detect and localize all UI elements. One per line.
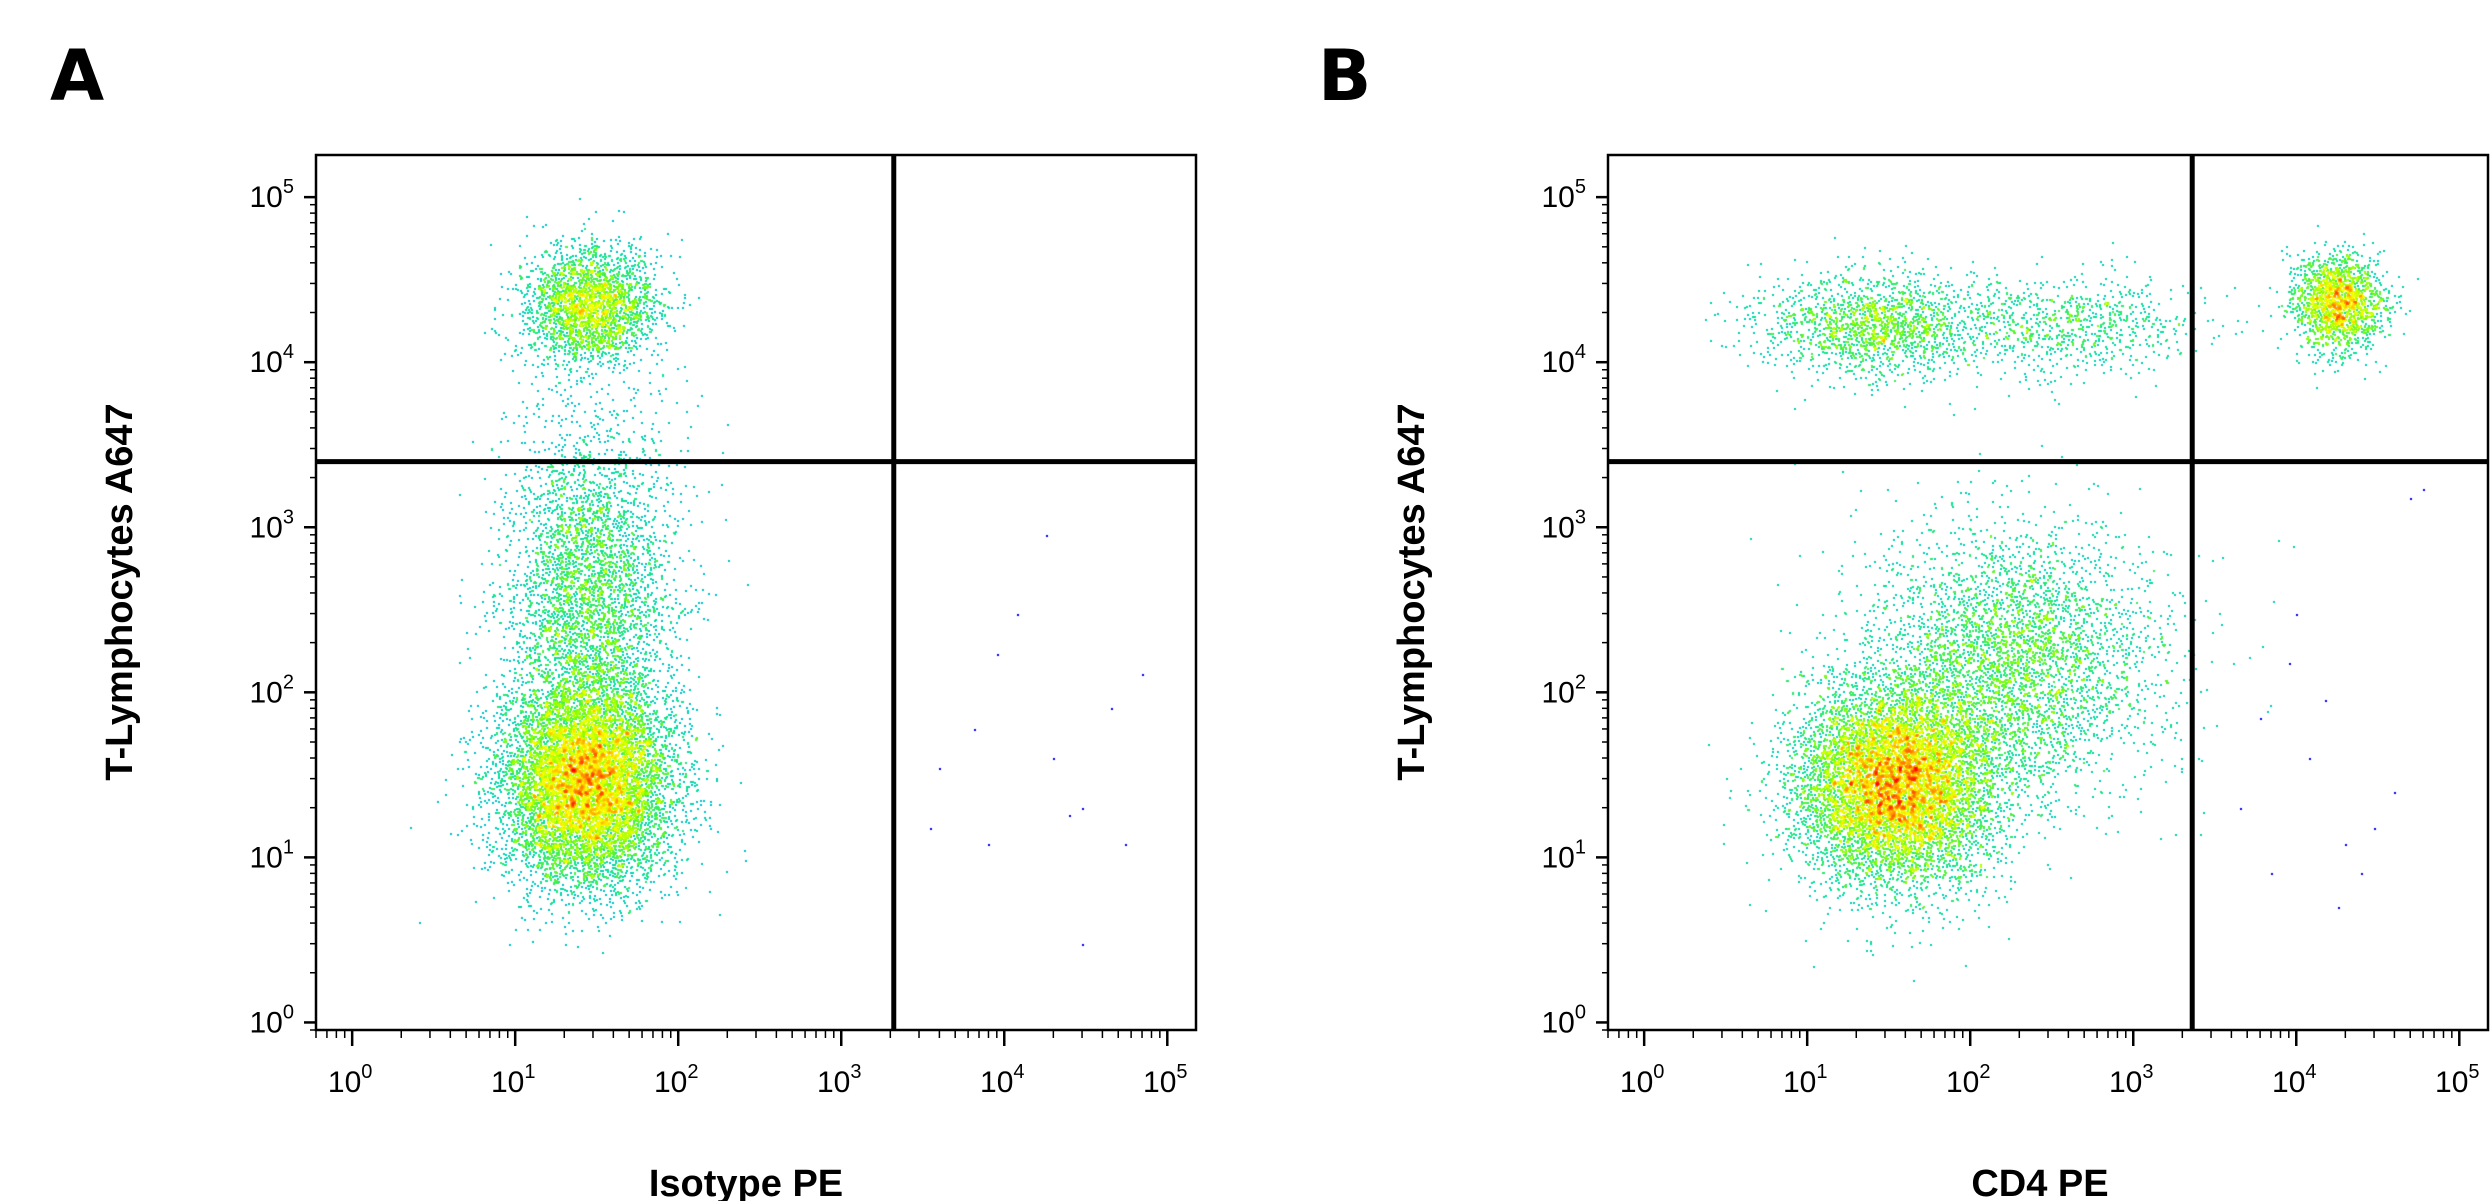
y-axis-title-b: T-Lymphocytes A647 [1391,403,1433,780]
y-tick-label: 101 [250,836,295,874]
y-tick-label: 105 [250,176,295,214]
panel-label-b: B [1318,35,1371,117]
chart-b: 100 101 102 103 104 105 100 101 102 103 104 105 CD… [1391,153,2490,1201]
chart-a: 100 101 102 103 104 105 100 101 102 103 104 105 Is… [99,153,1198,1201]
x-axis-title-a: Isotype PE [649,1163,843,1201]
x-axis-a: 100 101 102 103 104 105 [315,1030,1188,1099]
y-tick-label: 103 [250,506,295,544]
y-tick-label: 102 [1542,671,1587,709]
x-tick-label: 104 [2272,1061,2317,1099]
x-tick-label: 104 [980,1061,1025,1099]
x-tick-label: 101 [491,1061,536,1099]
y-tick-label: 101 [1542,836,1587,874]
quadrant-gates-a [316,155,1196,1030]
y-tick-label: 104 [1542,341,1587,379]
quadrant-gates-b [1608,155,2488,1030]
x-tick-label: 102 [1946,1061,1991,1099]
y-axis-a: 100 101 102 103 104 105 [250,176,316,1039]
x-tick-label: 103 [817,1061,862,1099]
x-tick-label: 105 [2435,1061,2480,1099]
x-tick-label: 103 [2109,1061,2154,1099]
density-scatter-b [1608,155,2488,1030]
x-tick-label: 100 [328,1061,373,1099]
x-tick-label: 100 [1620,1061,1665,1099]
y-tick-label: 100 [250,1001,295,1039]
x-tick-label: 105 [1143,1061,1188,1099]
y-tick-label: 100 [1542,1001,1587,1039]
y-tick-label: 105 [1542,176,1587,214]
y-tick-label: 102 [250,671,295,709]
panel-label-a: A [50,35,104,117]
y-axis-title-a: T-Lymphocytes A647 [99,403,141,780]
x-axis-title-b: CD4 PE [1971,1163,2108,1201]
x-axis-b: 100 101 102 103 104 105 [1607,1030,2480,1099]
y-tick-label: 103 [1542,506,1587,544]
y-axis-b: 100 101 102 103 104 105 [1542,176,1608,1039]
x-tick-label: 101 [1783,1061,1828,1099]
density-scatter-a [316,155,1196,1030]
y-tick-label: 104 [250,341,295,379]
x-tick-label: 102 [654,1061,699,1099]
